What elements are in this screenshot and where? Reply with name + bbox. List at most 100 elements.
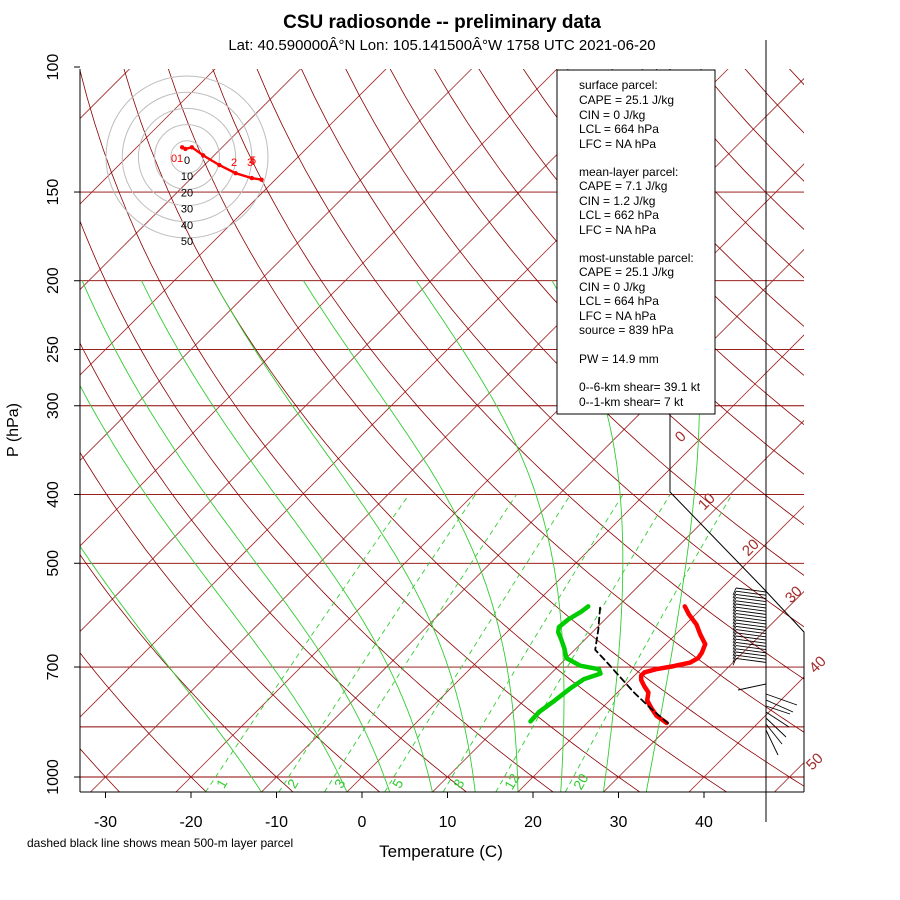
hodograph-ring (121, 91, 253, 223)
mu-cin: CIN = 0 J/kg (579, 280, 645, 294)
hodograph-height-label: 0 (171, 153, 177, 165)
chart-subtitle: Lat: 40.590000Â°N Lon: 105.141500Â°W 175… (228, 37, 655, 54)
stats-box-frame (556, 69, 716, 415)
sounding-profiles (528, 604, 708, 726)
hodograph-ring (154, 124, 220, 190)
shear-0-1km: 0--1-km shear= 7 kt (579, 395, 684, 409)
isotherm-line (175, 163, 804, 792)
y-tick-label: 300 (45, 392, 62, 419)
moist-adiabat (551, 280, 624, 792)
mixing-ratio-label: 12 (501, 771, 523, 793)
mean-layer-parcel-profile (594, 605, 669, 725)
hodograph-height-label: 2 (231, 157, 237, 169)
moist-adiabat (645, 280, 700, 792)
wind-barb-column (732, 587, 798, 756)
wind-barb (735, 603, 767, 609)
wind-barb-feather (732, 642, 737, 650)
dewpoint-point (582, 677, 586, 681)
hodograph-ring-label: 0 (184, 155, 190, 167)
wind-barb-feather (732, 591, 737, 599)
dewpoint-point (578, 664, 582, 668)
wind-barb-feather (732, 600, 737, 608)
precipitable-water: PW = 14.9 mm (579, 352, 659, 366)
isotherm-line (80, 69, 473, 462)
x-tick-label: 40 (695, 814, 713, 831)
dewpoint-point (566, 617, 570, 622)
wind-barb (735, 654, 767, 660)
dewpoint-point (557, 625, 561, 629)
wind-barb (735, 632, 767, 638)
mixing-ratio-line (442, 494, 624, 792)
dewpoint-point (598, 671, 603, 676)
temperature-point (645, 698, 649, 702)
hodograph-point (249, 175, 254, 181)
x-tick-label: 10 (439, 814, 457, 831)
dry-adiabat (80, 451, 380, 792)
dry-adiabat (876, 67, 900, 792)
mixing-ratio-line (278, 494, 476, 792)
mixing-ratio-label: 5 (389, 776, 407, 791)
hodograph-height-label: 5 (250, 155, 256, 167)
wind-barb-feather (732, 648, 737, 656)
dry-adiabat (478, 69, 804, 426)
dry-adiabat (80, 219, 554, 792)
mixing-ratio-label: 2 (284, 776, 302, 791)
dewpoint-point (528, 719, 533, 723)
hodograph-ring-label: 10 (181, 171, 193, 183)
dewpoint-point (579, 610, 583, 614)
dewpoint-point (537, 710, 541, 714)
dry-adiabat (80, 554, 294, 792)
wind-barb (735, 635, 767, 641)
temperature-point (696, 656, 700, 660)
wind-barb (765, 693, 798, 706)
surface-parcel-title: surface parcel: (579, 78, 658, 92)
dry-adiabat (700, 69, 804, 182)
wind-barb-feather (732, 597, 737, 605)
surface-lcl: LCL = 664 hPa (579, 122, 659, 136)
moist-adiabat (80, 384, 348, 792)
temperature-point (703, 642, 707, 646)
moist-adiabat (80, 545, 262, 792)
mixing-ratio-label: 8 (450, 776, 468, 791)
isotherm-line (346, 334, 804, 792)
temperature-point (639, 678, 643, 682)
wind-barb (735, 641, 767, 647)
hodograph-point (189, 145, 195, 150)
x-tick-label: -30 (94, 814, 117, 831)
hodograph-point (183, 146, 188, 152)
temperature-point (672, 664, 676, 668)
wind-barb (735, 590, 767, 596)
dewpoint-point (586, 604, 590, 608)
wind-barb-feather (732, 635, 737, 644)
isotherm-label: 30 (782, 583, 806, 607)
temperature-point (639, 674, 643, 678)
hodograph-ring (137, 107, 237, 207)
mean-cape: CAPE = 7.1 J/kg (579, 179, 667, 193)
wind-barb-feather (732, 607, 737, 615)
isotherm-label: 50 (803, 750, 827, 774)
mixing-ratio-line (324, 494, 517, 792)
mu-lfc: LFC = NA hPa (579, 309, 656, 323)
wind-barb (737, 683, 767, 691)
dry-adiabat (744, 69, 804, 134)
y-tick-label: 150 (45, 179, 62, 206)
mixing-ratio-label: 1 (213, 776, 231, 791)
wind-barb-feather (732, 639, 737, 647)
dry-adiabat (167, 69, 804, 787)
hodograph-ring-label: 40 (181, 220, 193, 232)
wind-barb (735, 651, 767, 657)
wind-barb-feather (732, 651, 737, 660)
y-tick-label: 400 (45, 481, 62, 508)
isotherm-line (517, 505, 804, 792)
dewpoint-point (553, 698, 557, 702)
moist-adiabat (303, 280, 519, 792)
moist-adiabat (416, 280, 565, 792)
hodograph-point (179, 145, 185, 150)
hodograph-point (201, 153, 206, 158)
mean-cin: CIN = 1.2 J/kg (579, 194, 655, 208)
temperature-point (687, 612, 691, 616)
shear-0-6km: 0--6-km shear= 39.1 kt (579, 380, 701, 394)
y-tick-label: 250 (45, 336, 62, 363)
moist-adiabat (81, 280, 391, 792)
